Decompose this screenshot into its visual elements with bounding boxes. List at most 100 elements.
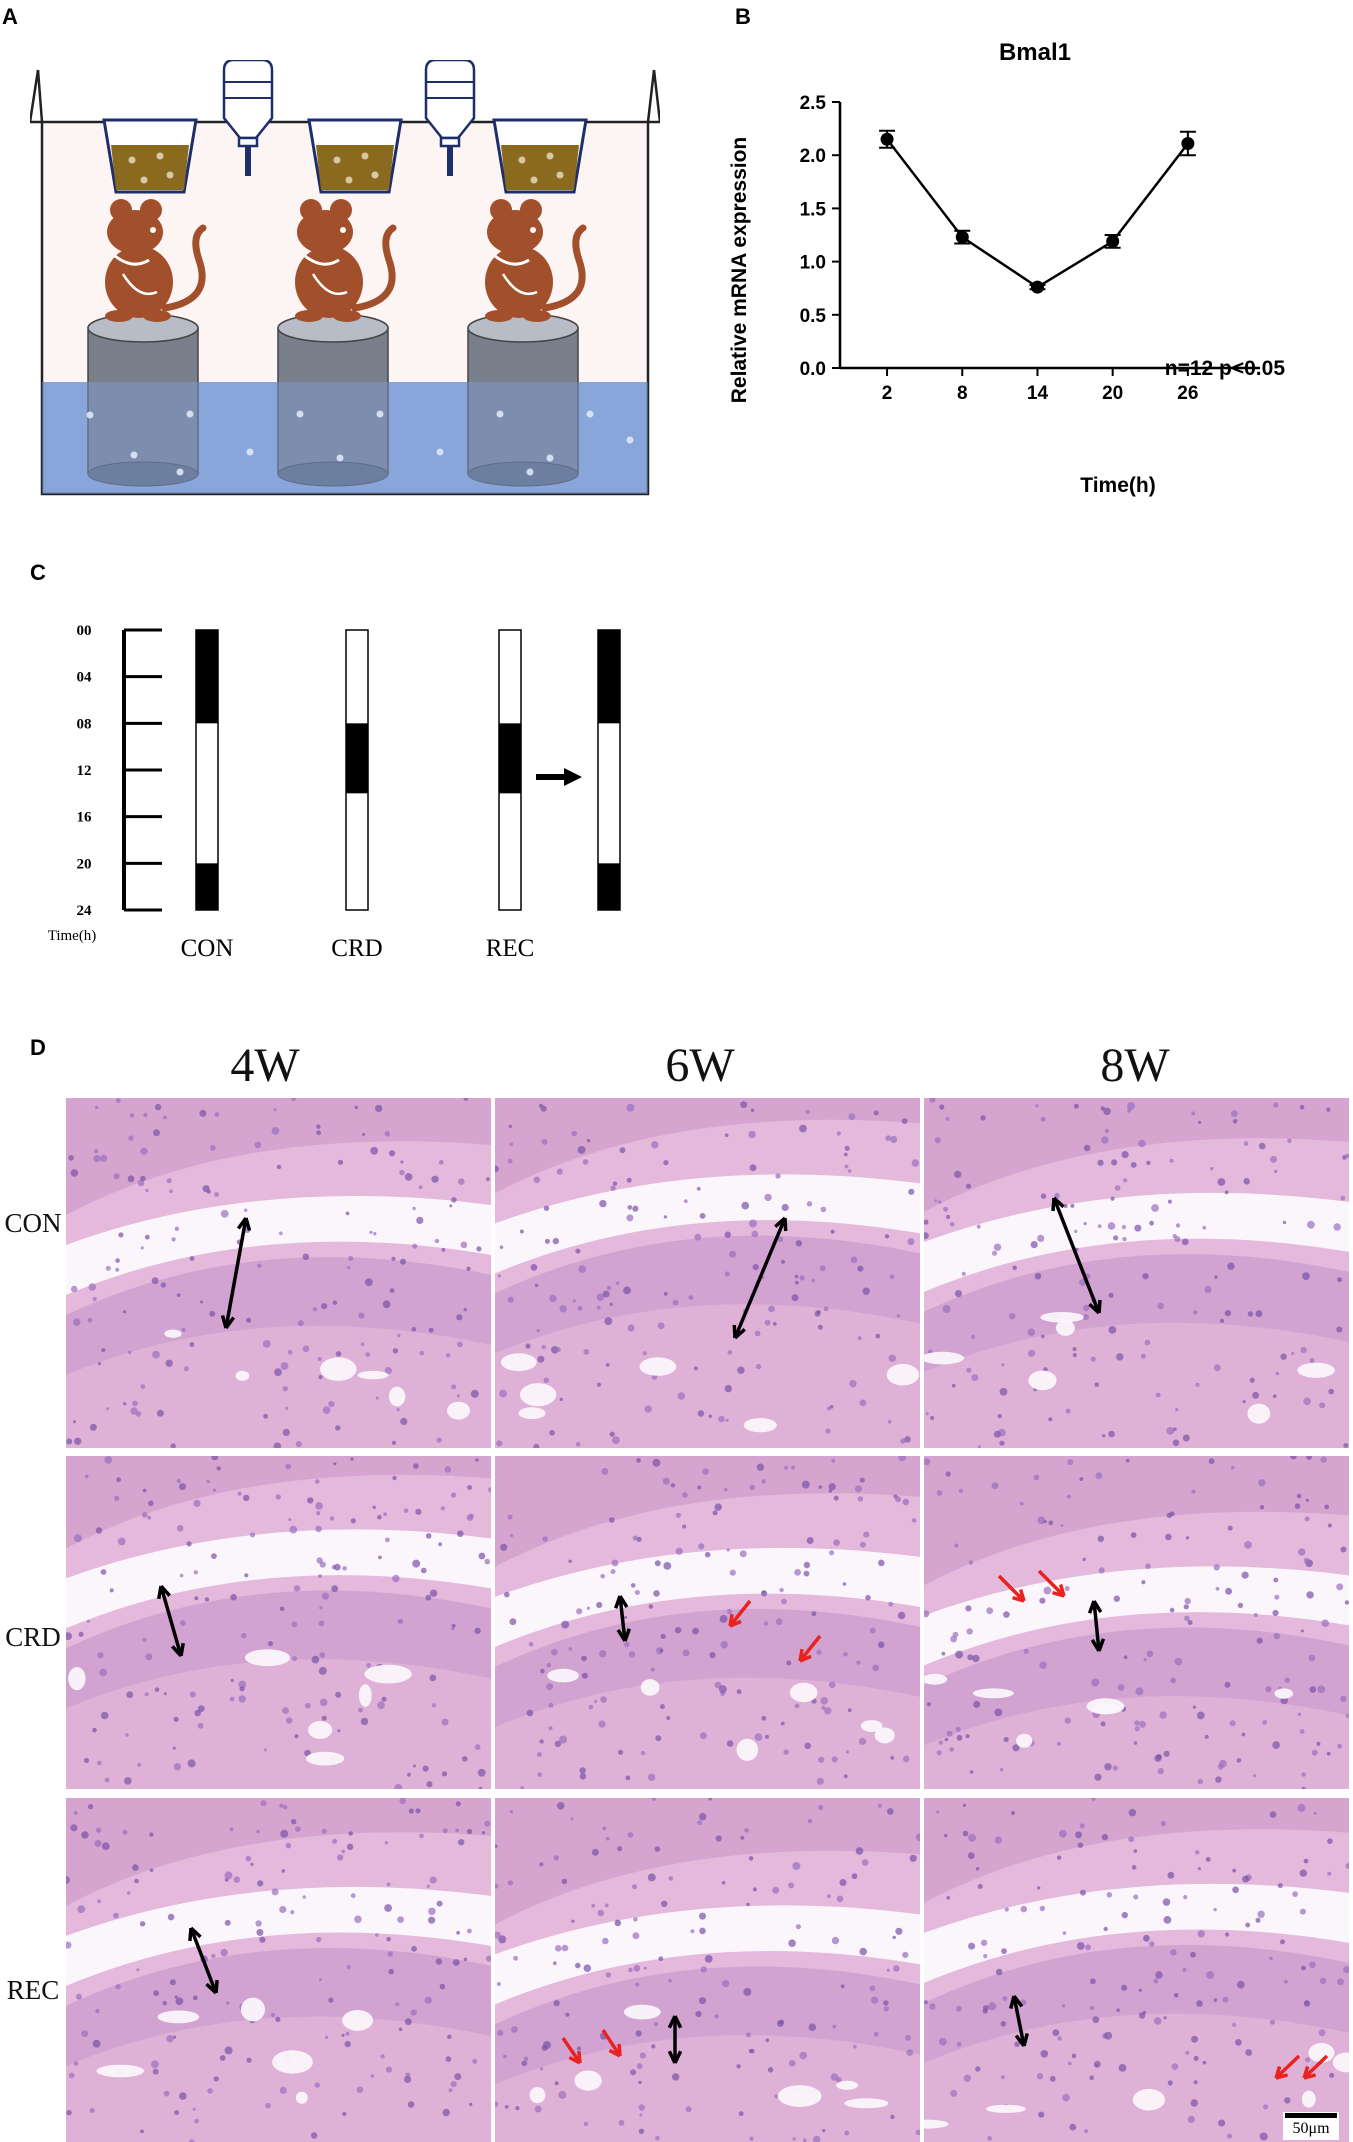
micrograph-rec-8w [924,1798,1349,2142]
shift-arrow [536,768,582,786]
micrograph-crd-6w [495,1456,920,1789]
schedule-time-label: 12 [77,763,92,779]
y-tick-label: 1.5 [800,199,827,220]
double-headed-arrow-icon [1087,1600,1106,1652]
schedule-bar-con [195,629,219,911]
schedule-time-label: 16 [77,810,93,826]
scale-bar-label: 50μm [1292,2120,1330,2137]
dark-period [499,723,521,794]
schedule-time-label: 04 [77,670,93,686]
water-bubble [376,410,384,418]
schedule-time-label: 00 [77,623,92,639]
red-arrow-icon [1274,2054,1301,2080]
dark-period [196,630,218,724]
micrograph-con-8w [924,1098,1349,1448]
water-bottle [424,60,476,176]
group-label: REC [486,935,535,962]
x-tick-label: 26 [1177,383,1198,404]
column-header-4w: 4W [230,1039,300,1092]
schedule-time-label: 24 [77,903,93,919]
mouse-icon [295,199,397,322]
scale-bar: 50μm [1283,2112,1339,2140]
double-headed-arrow-icon [614,1595,631,1642]
group-label: CRD [331,935,382,962]
micrograph-con-4w [66,1098,491,1448]
schedule-bar-rec-shifted [597,629,621,911]
water-bubble [626,436,634,444]
water-bubble [336,454,344,462]
food-container [102,118,198,194]
x-axis-label: Time(h) [1080,474,1155,497]
column-header-8w: 8W [1100,1039,1170,1092]
dark-period [196,863,218,910]
y-tick-label: 0.0 [800,359,826,380]
scale-bar-line [1285,2113,1337,2118]
panel-label-d: D [30,1035,46,1060]
x-tick-label: 2 [882,383,893,404]
food-container [492,118,588,194]
water-bubble [526,468,534,476]
row-header-rec: REC [6,1975,60,2005]
mouse-icon [105,199,207,322]
water-bubble [296,410,304,418]
red-arrow-icon [1037,1569,1066,1598]
cage-illustration [30,60,660,496]
y-tick-label: 2.5 [800,93,827,114]
x-tick-label: 8 [957,383,968,404]
water-bubble [186,410,194,418]
y-tick-label: 2.0 [800,146,826,167]
double-headed-arrow-icon [188,1926,219,1995]
data-point [1181,136,1195,150]
data-point [955,230,969,244]
schedule-time-label: 20 [77,856,92,872]
chart-title: Bmal1 [999,39,1071,66]
panel-label-b: B [735,4,751,29]
water-overlay [42,382,648,494]
data-point [880,132,894,146]
x-tick-label: 14 [1027,383,1049,404]
y-tick-label: 0.5 [800,306,827,327]
water-bubble [586,410,594,418]
panel-label-c: C [30,560,46,585]
double-headed-arrow-icon [732,1216,788,1340]
double-headed-arrow-icon [1009,1994,1029,2048]
mouse-icon [485,199,587,322]
dark-period [346,723,368,794]
double-headed-arrow-icon [667,2015,683,2064]
micrograph-crd-4w [66,1456,491,1789]
water-bottle [222,60,274,176]
mouse-on-platform [87,199,207,487]
red-arrow-icon [728,1599,752,1628]
micrograph-rec-6w [495,1798,920,2142]
red-arrow-icon [601,2029,622,2058]
micrograph-crd-8w [924,1456,1349,1789]
data-point [1030,280,1044,294]
water-bubble [130,451,138,459]
water-bubble [436,448,444,456]
row-header-crd: CRD [5,1622,61,1652]
dark-period [598,863,620,910]
schedule-bar-rec [498,629,522,911]
x-tick-label: 20 [1102,383,1123,404]
red-arrow-icon [1302,2054,1329,2080]
double-headed-arrow-icon [157,1584,185,1658]
double-headed-arrow-icon [1051,1196,1102,1315]
cage-outline [36,69,656,496]
water-bubble [246,448,254,456]
mouse-on-platform [277,199,397,487]
micrograph-rec-4w [66,1798,491,2142]
double-headed-arrow-icon [220,1216,252,1330]
row-header-con: CON [4,1208,62,1238]
y-tick-label: 1.0 [800,253,826,274]
food-container [307,118,403,194]
panel-label-a: A [2,4,18,29]
bmal1-chart: Bmal1 Relative mRNA expression Time(h) n… [728,39,1285,497]
series-line [886,138,1189,289]
schedule-bar-crd [345,629,369,911]
schedule-time-label: 08 [77,716,92,732]
water-bubble [546,454,554,462]
micrograph-con-6w [495,1098,920,1448]
dark-period [598,630,620,724]
red-arrow-icon [561,2037,582,2065]
water-bubble [496,410,504,418]
